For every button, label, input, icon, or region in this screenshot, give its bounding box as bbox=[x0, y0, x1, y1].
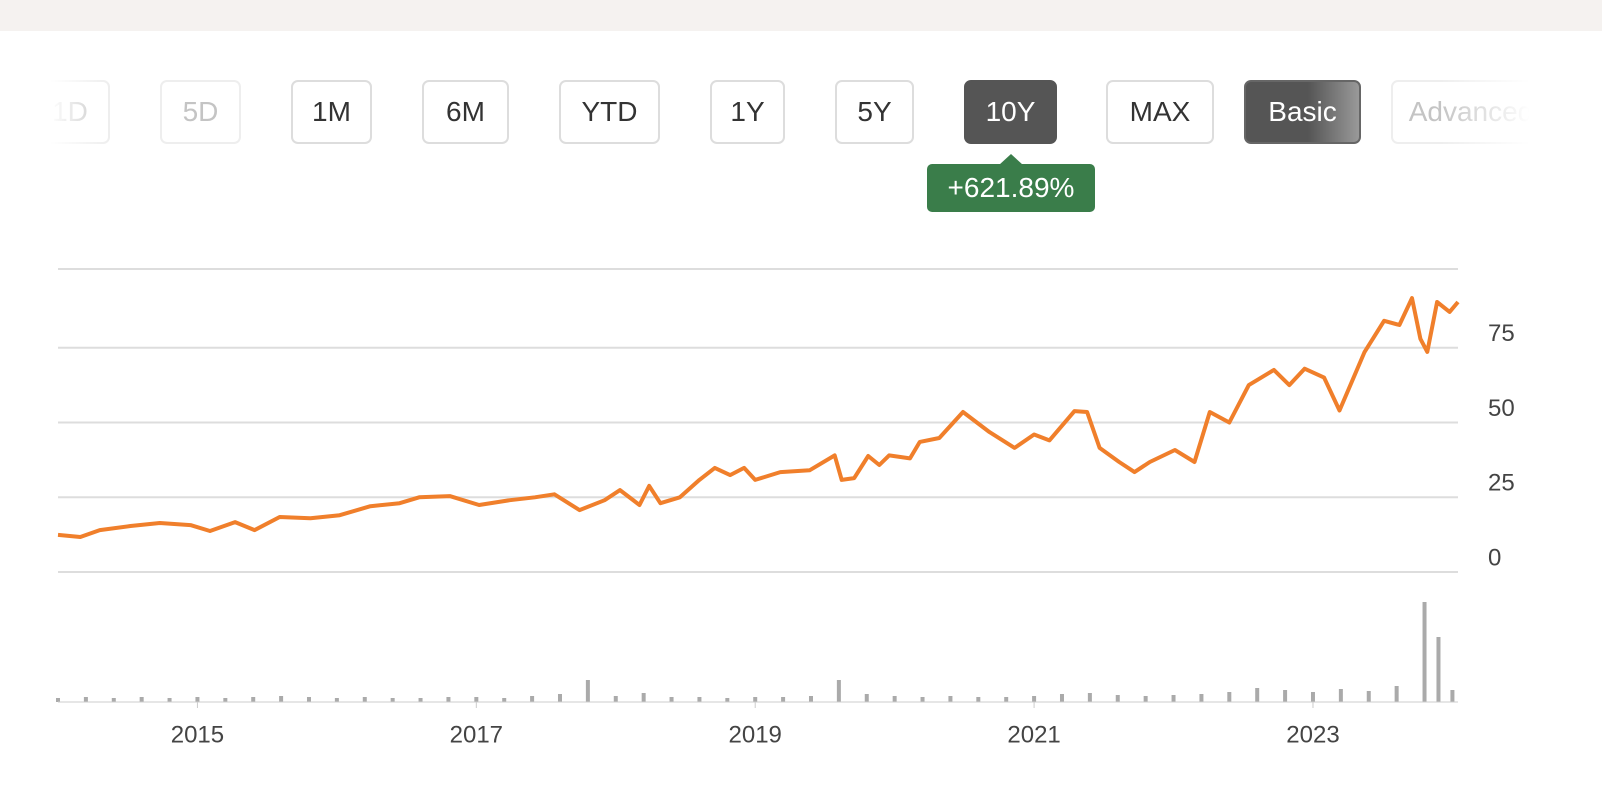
volume-bar bbox=[892, 696, 897, 702]
volume-bar bbox=[56, 698, 60, 702]
edge-fade bbox=[50, 78, 110, 152]
volume-bar bbox=[836, 680, 841, 702]
volume-bar bbox=[1283, 690, 1288, 702]
volume-bar bbox=[920, 697, 925, 702]
volume-bar bbox=[1436, 637, 1441, 702]
volume-bar bbox=[139, 697, 144, 702]
volume-bar bbox=[83, 697, 88, 702]
volume-bar bbox=[306, 697, 311, 702]
volume-bar bbox=[808, 696, 813, 702]
y-tick-label: 75 bbox=[1488, 320, 1515, 347]
top-bar bbox=[0, 0, 1602, 31]
volume-bar bbox=[1227, 692, 1232, 702]
volume-bar bbox=[362, 697, 367, 702]
range-button[interactable]: 1M bbox=[291, 80, 372, 144]
volume-bar bbox=[781, 697, 786, 702]
volume-bar bbox=[1199, 694, 1204, 702]
volume-bar bbox=[976, 697, 981, 702]
volume-bar bbox=[418, 698, 423, 702]
volume-bar bbox=[446, 697, 451, 702]
y-tick-label: 0 bbox=[1488, 544, 1501, 571]
range-button[interactable]: 6M bbox=[422, 80, 509, 144]
volume-bar bbox=[1338, 689, 1343, 702]
range-button[interactable]: Basic bbox=[1244, 80, 1361, 144]
volume-bar bbox=[641, 693, 646, 702]
edge-fade bbox=[1440, 78, 1530, 152]
volume-bar bbox=[279, 696, 284, 702]
volume-bar bbox=[1171, 695, 1176, 702]
range-buttons: 1D5D1M6MYTD1Y5Y10YMAXBasicAdvanced bbox=[50, 78, 1530, 152]
range-button[interactable]: 1Y bbox=[710, 80, 785, 144]
volume-bar bbox=[1115, 695, 1120, 702]
volume-bar bbox=[1366, 691, 1371, 702]
volume-bar bbox=[585, 680, 590, 702]
volume-bar bbox=[474, 697, 479, 702]
y-tick-label: 50 bbox=[1488, 395, 1515, 422]
volume-bar bbox=[195, 697, 200, 702]
volume-bar bbox=[251, 697, 256, 702]
volume-bar bbox=[1059, 694, 1064, 702]
volume-bar bbox=[613, 696, 618, 702]
volume-bar bbox=[1087, 693, 1092, 702]
x-tick-label: 2015 bbox=[171, 721, 224, 748]
volume-bar bbox=[669, 697, 674, 702]
volume-bar bbox=[1394, 686, 1399, 702]
volume-bar bbox=[864, 694, 869, 702]
range-button[interactable]: 10Y bbox=[964, 80, 1057, 144]
volume-bar bbox=[1422, 602, 1427, 702]
x-tick-label: 2017 bbox=[450, 721, 503, 748]
price-line bbox=[57, 296, 1460, 539]
volume-bar bbox=[334, 698, 339, 702]
change-badge: +621.89% bbox=[927, 154, 1095, 212]
volume-bar bbox=[697, 697, 702, 702]
volume-bar bbox=[502, 698, 507, 702]
volume-bar bbox=[1143, 696, 1148, 702]
range-button[interactable]: 5D bbox=[160, 80, 241, 144]
volume-bar bbox=[530, 696, 535, 702]
volume-bar bbox=[223, 698, 228, 702]
volume-bar bbox=[753, 697, 758, 702]
volume-bar bbox=[1032, 696, 1037, 702]
volume-bar bbox=[167, 698, 172, 702]
y-tick-label: 25 bbox=[1488, 470, 1515, 497]
volume-bar bbox=[390, 698, 395, 702]
x-tick-label: 2023 bbox=[1286, 721, 1339, 748]
x-tick-label: 2021 bbox=[1007, 721, 1060, 748]
range-button[interactable]: MAX bbox=[1106, 80, 1214, 144]
volume-bar bbox=[557, 694, 562, 702]
range-button[interactable]: 5Y bbox=[835, 80, 914, 144]
volume-bar bbox=[1004, 697, 1009, 702]
range-button[interactable]: YTD bbox=[559, 80, 660, 144]
volume-bar bbox=[111, 698, 116, 702]
volume-bar bbox=[1310, 692, 1315, 702]
volume-bar bbox=[725, 698, 730, 702]
volume-bar bbox=[1450, 690, 1455, 702]
x-tick-label: 2019 bbox=[729, 721, 782, 748]
volume-bar bbox=[948, 696, 953, 702]
volume-bar bbox=[1255, 688, 1260, 702]
